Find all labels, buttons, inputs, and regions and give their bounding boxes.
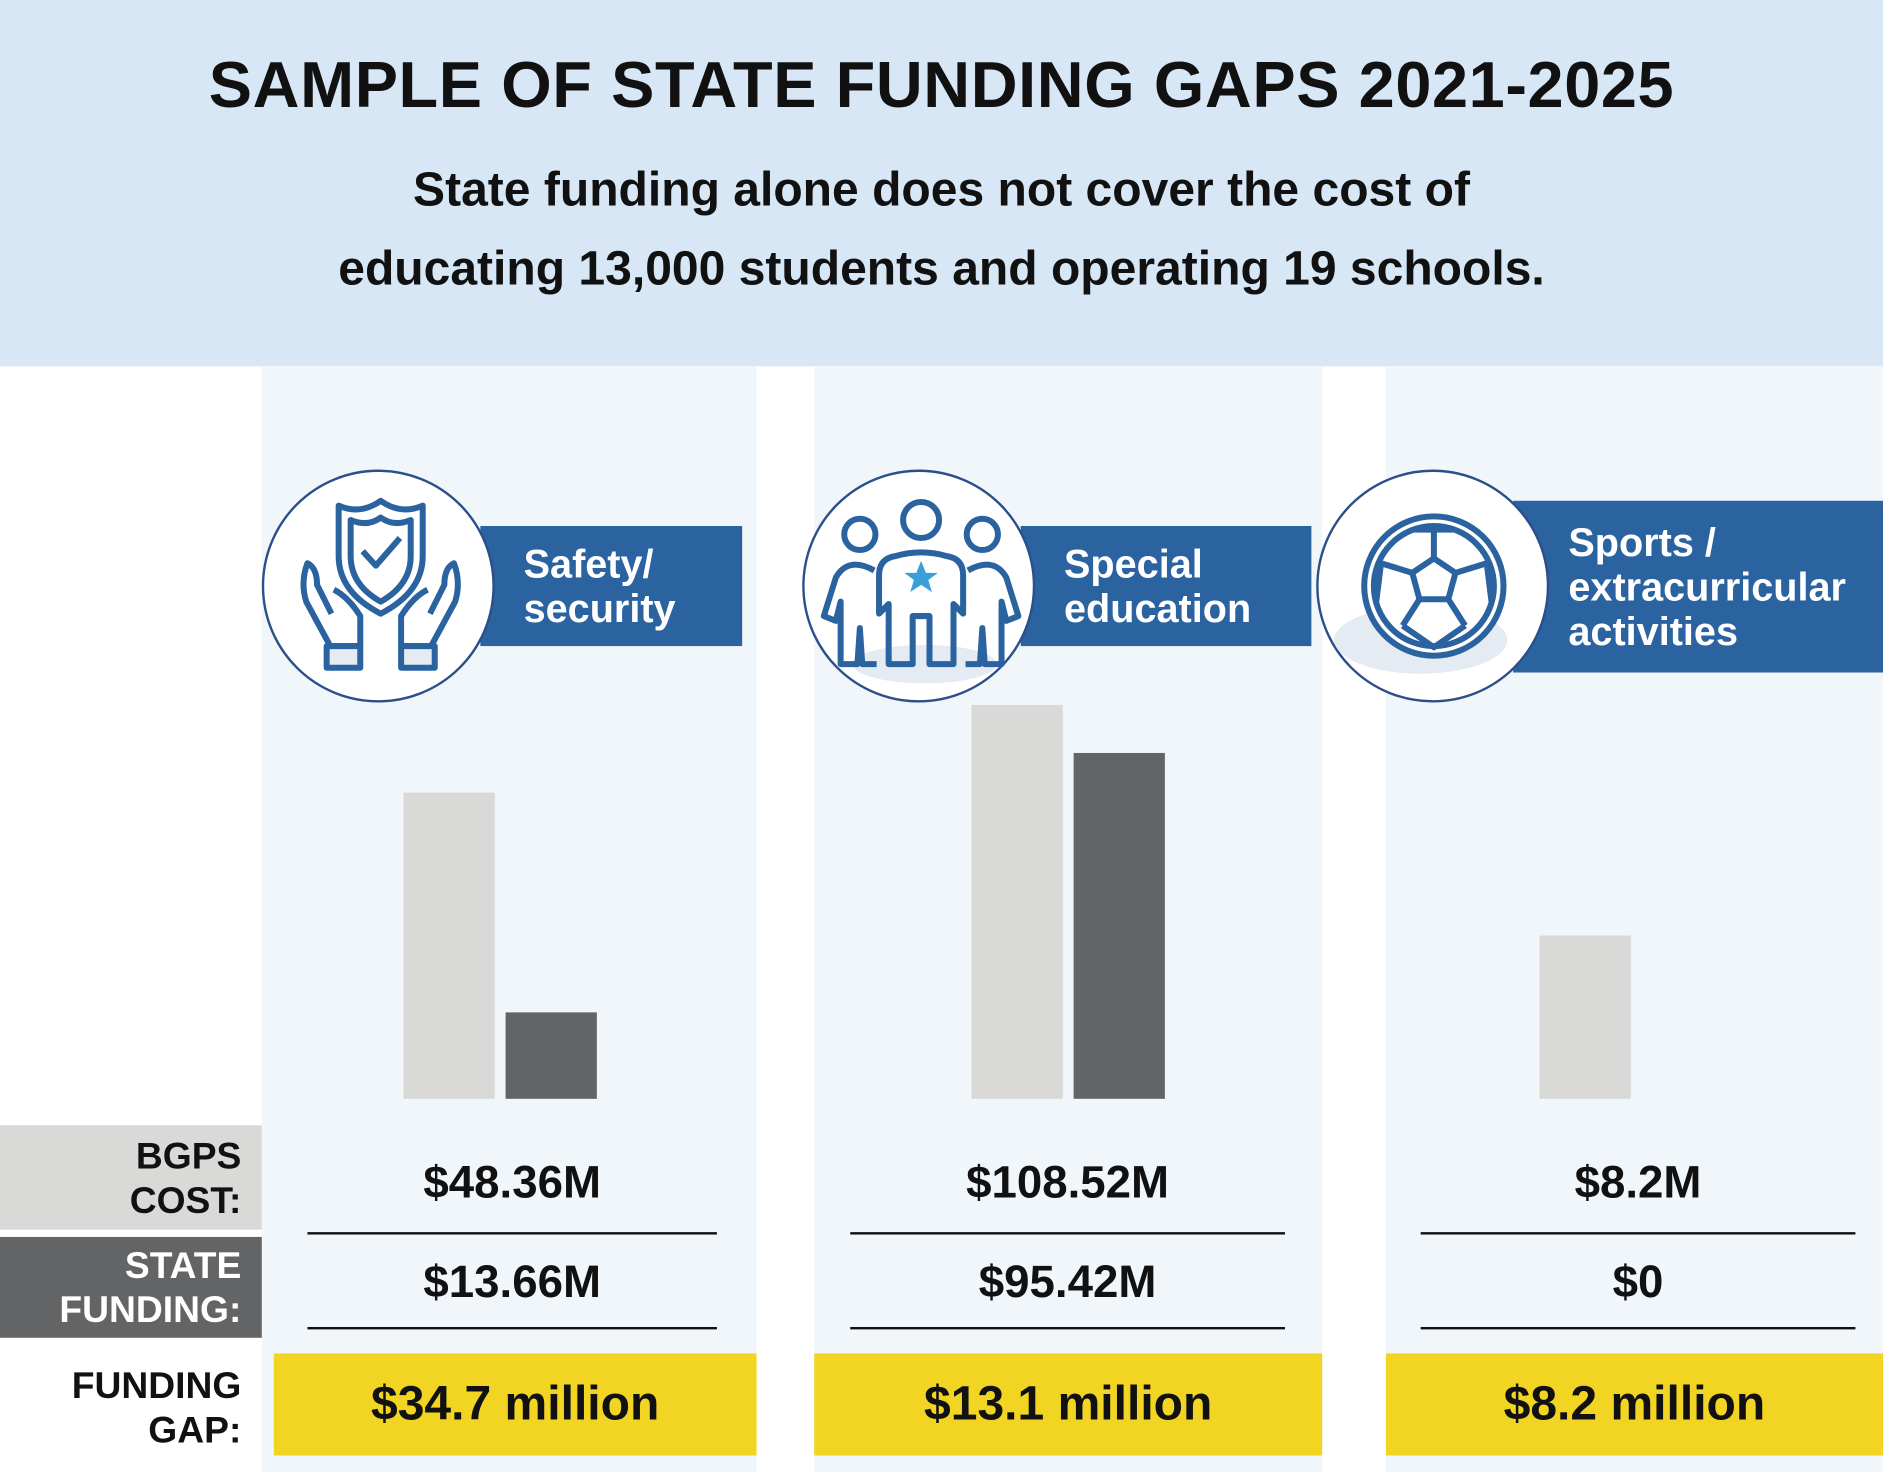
gap-value-safety: $34.7 million: [273, 1353, 757, 1456]
category-label-line: activities: [1568, 608, 1739, 654]
label-text: GAP:: [148, 1408, 242, 1451]
label-text: FUNDING:: [59, 1288, 242, 1331]
state-value-safety: $13.66M: [423, 1257, 601, 1308]
state-funding-bar: [505, 1012, 597, 1099]
subtitle-line-1: State funding alone does not cover the c…: [413, 163, 1470, 217]
divider: [850, 1326, 1285, 1330]
label-text: STATE: [124, 1244, 242, 1287]
gap-value-special-education: $13.1 million: [814, 1353, 1323, 1456]
state-value-special-education: $95.42M: [978, 1257, 1157, 1308]
divider: [307, 1326, 717, 1330]
state-funding-bar: [1073, 752, 1165, 1099]
shield-hands-icon: [261, 469, 495, 703]
label-text: BGPS: [135, 1134, 242, 1177]
bgps-cost-bar: [1539, 935, 1631, 1099]
divider: [1420, 1326, 1856, 1330]
soccer-ball-icon: [1316, 469, 1550, 703]
category-label-line: Sports /: [1568, 519, 1716, 565]
people-star-icon: [802, 469, 1036, 703]
divider: [1420, 1232, 1856, 1235]
category-label-line: education: [1063, 586, 1252, 631]
gap-value-sports: $8.2 million: [1385, 1353, 1883, 1456]
cost-value-special-education: $108.52M: [966, 1157, 1170, 1209]
label-text: COST:: [129, 1178, 242, 1221]
label-state-funding: STATE FUNDING:: [0, 1236, 262, 1338]
cost-value-sports: $8.2M: [1574, 1157, 1702, 1209]
category-label-special-education: Special education: [1020, 525, 1312, 647]
category-label-line: Special: [1063, 541, 1203, 587]
category-label-sports: Sports / extracurricular activities: [1513, 500, 1883, 673]
divider: [307, 1232, 717, 1235]
bgps-cost-bar: [403, 792, 495, 1099]
divider: [850, 1232, 1285, 1235]
label-text: FUNDING: [71, 1364, 242, 1407]
state-value-sports: $0: [1612, 1257, 1664, 1308]
label-bgps-cost: BGPS COST:: [0, 1125, 262, 1230]
header: SAMPLE OF STATE FUNDING GAPS 2021-2025 S…: [0, 0, 1883, 367]
category-label-line: Safety/: [523, 541, 654, 587]
bgps-cost-bar: [971, 705, 1063, 1099]
category-label-safety: Safety/ security: [480, 525, 743, 647]
cost-value-safety: $48.36M: [423, 1157, 601, 1209]
label-funding-gap: FUNDING GAP:: [0, 1357, 262, 1458]
category-label-line: security: [523, 586, 676, 631]
subtitle-line-2: educating 13,000 students and operating …: [338, 242, 1545, 296]
page-title: SAMPLE OF STATE FUNDING GAPS 2021-2025: [208, 49, 1675, 122]
category-label-line: extracurricular: [1568, 564, 1846, 609]
